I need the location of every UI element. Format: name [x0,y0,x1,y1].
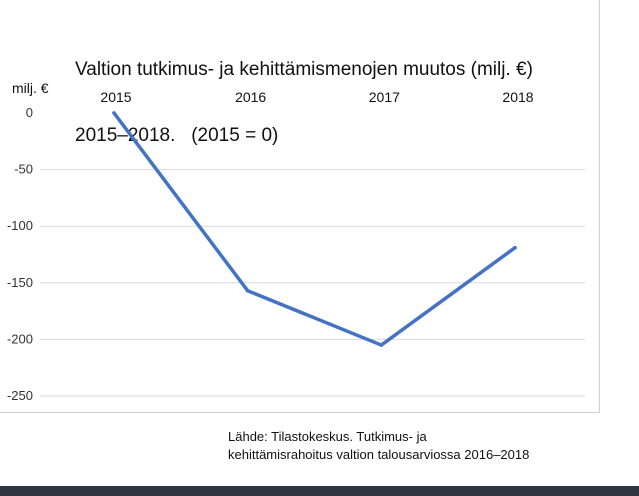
data-point [245,288,250,293]
source-line-1: Lähde: Tilastokeskus. Tutkimus- ja [228,429,427,444]
y-tick-label: -50 [14,162,33,177]
data-point [513,245,517,250]
series-line [112,111,517,347]
data-point [379,343,384,347]
x-tick-label: 2015 [100,89,131,105]
source-note: Lähde: Tilastokeskus. Tutkimus- ja kehit… [228,428,628,464]
x-tick-label: 2016 [235,89,266,105]
y-axis-label: milj. € [12,80,49,96]
data-point [112,111,116,115]
chart-frame [0,0,600,413]
y-tick-label: -200 [7,331,33,346]
source-line-2: kehittämisrahoitus valtion talousarvioss… [228,447,530,462]
y-tick-label: -150 [7,275,33,290]
chart-title: Valtion tutkimus- ja kehittämismenojen m… [75,15,635,191]
bottom-bar [0,486,639,496]
y-tick-label: -100 [7,218,33,233]
chart-title-line-1: Valtion tutkimus- ja kehittämismenojen m… [75,59,533,80]
chart-title-line-2: 2015–2018. (2015 = 0) [75,125,279,146]
y-tick-label: -250 [7,388,33,403]
x-tick-label: 2017 [369,89,400,105]
y-tick-label: 0 [26,105,33,120]
x-tick-label: 2018 [502,89,533,105]
